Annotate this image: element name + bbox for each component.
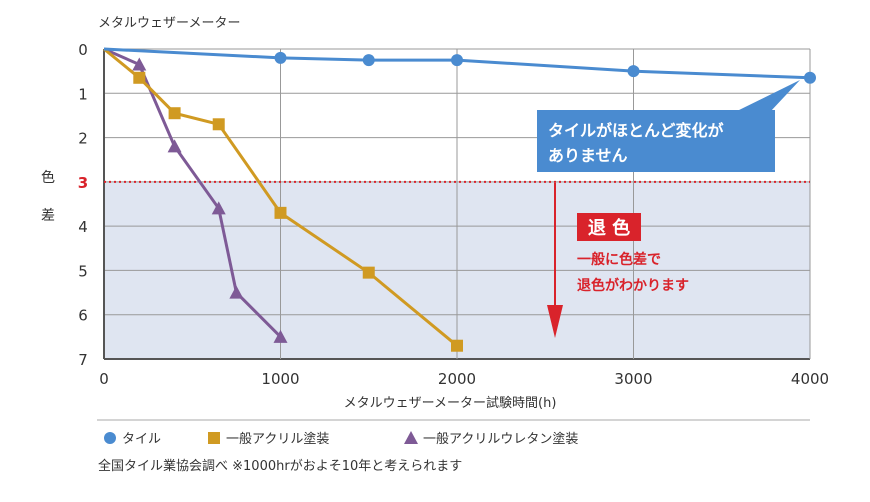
legend: タイル 一般アクリル塗装 一般アクリルウレタン塗装 <box>104 431 578 447</box>
series-line-circle <box>103 47 811 80</box>
y-tick-label: 6 <box>78 307 88 325</box>
data-point-circle <box>627 65 640 78</box>
x-tick-label: 1000 <box>261 370 299 388</box>
tile-callout-pointer <box>735 80 800 112</box>
series-line-triangle <box>103 47 282 338</box>
x-tick-label: 3000 <box>614 370 652 388</box>
fade-arrow-head <box>547 305 563 338</box>
data-point-circle <box>362 54 375 67</box>
data-point-square <box>168 107 181 120</box>
data-point-square <box>133 71 146 84</box>
y-tick-label: 2 <box>78 130 88 148</box>
x-tick-label: 4000 <box>791 370 829 388</box>
legend-label: 一般アクリル塗装 <box>226 431 329 447</box>
data-point-square <box>451 339 463 352</box>
fade-note-line-2: 退色がわかります <box>577 277 689 294</box>
fade-title-box <box>577 213 641 241</box>
chart-title: メタルウェザーメーター <box>98 16 240 31</box>
data-point-circle <box>451 54 463 67</box>
tile-callout-box <box>537 110 775 172</box>
fade-note-line-1: 一般に色差で <box>577 251 661 268</box>
legend-label: 一般アクリルウレタン塗装 <box>423 431 578 447</box>
tile-callout-line-1: タイルがほとんど変化が <box>548 121 724 140</box>
y-tick-label: 0 <box>78 41 88 59</box>
data-point-circle <box>804 71 816 84</box>
data-point-square <box>274 206 287 219</box>
legend-marker-circle <box>104 432 116 444</box>
data-point-triangle <box>167 139 182 153</box>
data-point-triangle <box>132 57 147 71</box>
data-point-square <box>212 118 225 131</box>
legend-label: タイル <box>122 432 161 447</box>
y-tick-label: 5 <box>78 262 88 280</box>
data-point-triangle <box>229 285 244 299</box>
y-tick-label: 3 <box>78 174 88 192</box>
legend-marker-triangle <box>404 431 418 444</box>
data-point-triangle <box>273 329 288 343</box>
data-point-square <box>362 266 375 279</box>
y-tick-label: 7 <box>78 351 88 369</box>
y-tick-label: 1 <box>78 85 88 103</box>
x-axis-label: メタルウェザーメーター試験時間(h) <box>344 395 557 411</box>
y-tick-label: 4 <box>78 218 88 236</box>
source-note: 全国タイル業協会調べ ※1000hrがおよそ10年と考えられます <box>98 458 462 474</box>
data-point-circle <box>274 51 287 64</box>
y-axis-label-2: 差 <box>41 208 55 224</box>
x-tick-label: 0 <box>99 370 109 388</box>
x-tick-label: 2000 <box>438 370 476 388</box>
fade-title: 退 色 <box>588 217 630 239</box>
tile-callout-line-2: ありません <box>548 146 628 165</box>
y-axis-label-1: 色 <box>41 169 55 186</box>
data-point-triangle <box>211 201 226 215</box>
legend-marker-square <box>208 432 220 444</box>
